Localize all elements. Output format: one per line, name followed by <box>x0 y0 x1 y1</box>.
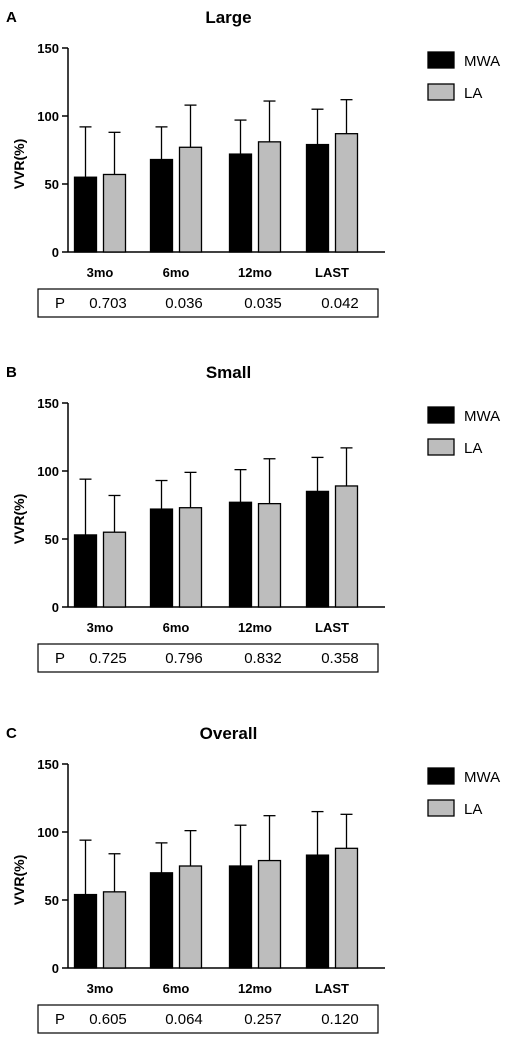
p-value: 0.042 <box>321 295 359 312</box>
p-label: P <box>55 1011 65 1028</box>
bar-la <box>102 891 127 969</box>
p-value: 0.035 <box>244 295 282 312</box>
p-value: 0.832 <box>244 650 282 667</box>
bar-mwa <box>149 508 174 608</box>
bar-mwa <box>228 153 253 253</box>
p-value: 0.257 <box>244 1011 282 1028</box>
x-tick-label: 3mo <box>87 620 114 635</box>
bar-la <box>334 133 359 253</box>
y-tick-label: 150 <box>37 396 59 411</box>
bar-mwa <box>73 176 98 253</box>
legend-label: MWA <box>464 53 500 70</box>
x-tick-label: 6mo <box>163 981 190 996</box>
legend-label: MWA <box>464 769 500 786</box>
p-value: 0.703 <box>89 295 127 312</box>
bar-mwa <box>149 158 174 253</box>
bar-la <box>178 865 203 969</box>
y-tick-label: 0 <box>52 245 59 260</box>
legend-label: LA <box>464 440 482 457</box>
bar-la <box>178 507 203 608</box>
y-tick-label: 50 <box>45 177 59 192</box>
p-value-table <box>37 1004 379 1034</box>
y-tick-label: 100 <box>37 825 59 840</box>
y-tick-label: 50 <box>45 893 59 908</box>
y-tick-label: 50 <box>45 532 59 547</box>
bar-mwa <box>228 865 253 969</box>
p-label: P <box>55 295 65 312</box>
legend-swatch <box>427 406 455 424</box>
chart-panel: A Large 0 50 100 150 VVR(%) 3mo 6mo 12mo LAST P 0.70… <box>6 8 500 318</box>
legend-swatch <box>427 438 455 456</box>
chart-title: Small <box>206 363 251 382</box>
p-value: 0.605 <box>89 1011 127 1028</box>
p-label: P <box>55 650 65 667</box>
y-tick-label: 150 <box>37 757 59 772</box>
bar-la <box>334 847 359 969</box>
legend-swatch <box>427 83 455 101</box>
x-tick-label: 12mo <box>238 981 272 996</box>
y-tick-label: 100 <box>37 464 59 479</box>
chart-panel: C Overall 0 50 100 150 VVR(%) 3mo 6mo 12mo LAST P 0.… <box>6 724 500 1034</box>
chart-title: Large <box>205 8 251 27</box>
legend-swatch <box>427 767 455 785</box>
p-value-table <box>37 288 379 318</box>
p-value: 0.725 <box>89 650 127 667</box>
bar-mwa <box>149 872 174 969</box>
x-tick-label: 12mo <box>238 265 272 280</box>
x-tick-label: LAST <box>315 620 349 635</box>
x-tick-label: 3mo <box>87 981 114 996</box>
bar-mwa <box>228 501 253 608</box>
panel-letter: B <box>6 364 17 381</box>
legend-label: LA <box>464 801 482 818</box>
bar-la <box>257 502 282 608</box>
p-value: 0.358 <box>321 650 359 667</box>
bar-mwa <box>305 490 330 608</box>
y-axis-label: VVR(%) <box>11 139 27 190</box>
x-tick-label: 6mo <box>163 265 190 280</box>
bar-la <box>257 141 282 253</box>
bar-la <box>257 859 282 969</box>
x-tick-label: 6mo <box>163 620 190 635</box>
bar-la <box>102 173 127 253</box>
chart-panel: B Small 0 50 100 150 VVR(%) 3mo 6mo 12mo LAST P 0.72… <box>6 363 500 673</box>
p-value: 0.064 <box>165 1011 203 1028</box>
legend-swatch <box>427 799 455 817</box>
legend-swatch <box>427 51 455 69</box>
y-axis-label: VVR(%) <box>11 855 27 906</box>
p-value: 0.120 <box>321 1011 359 1028</box>
p-value: 0.036 <box>165 295 203 312</box>
panel-letter: C <box>6 725 17 742</box>
chart-title: Overall <box>200 724 258 743</box>
bar-mwa <box>73 893 98 969</box>
x-tick-label: 3mo <box>87 265 114 280</box>
x-tick-label: 12mo <box>238 620 272 635</box>
bar-mwa <box>305 143 330 253</box>
bar-mwa <box>305 854 330 969</box>
legend-label: LA <box>464 85 482 102</box>
y-axis-label: VVR(%) <box>11 494 27 545</box>
p-value-table <box>37 643 379 673</box>
p-value: 0.796 <box>165 650 203 667</box>
bar-la <box>102 531 127 608</box>
bar-mwa <box>73 534 98 608</box>
y-tick-label: 100 <box>37 109 59 124</box>
y-tick-label: 0 <box>52 600 59 615</box>
x-tick-label: LAST <box>315 981 349 996</box>
x-tick-label: LAST <box>315 265 349 280</box>
panel-letter: A <box>6 9 17 26</box>
bar-la <box>334 485 359 608</box>
legend-label: MWA <box>464 408 500 425</box>
bar-la <box>178 146 203 253</box>
y-tick-label: 150 <box>37 41 59 56</box>
y-tick-label: 0 <box>52 961 59 976</box>
